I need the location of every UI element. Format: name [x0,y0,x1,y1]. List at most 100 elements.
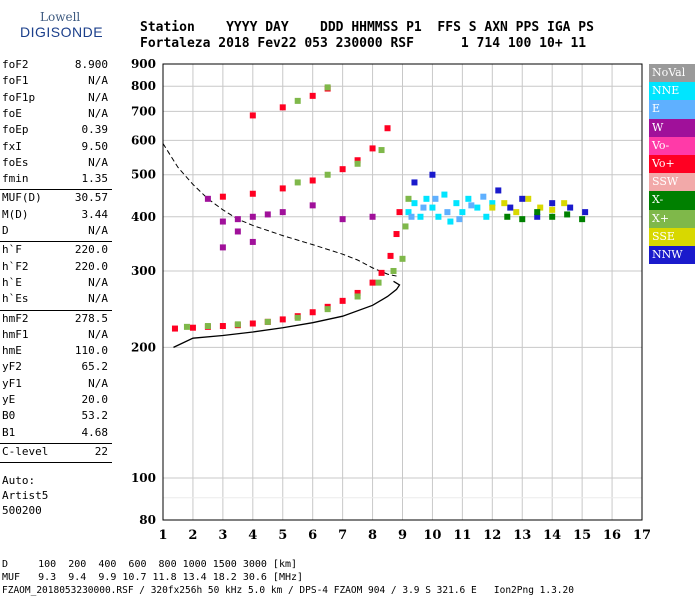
point-sse [525,195,532,202]
x-tick-label: 12 [483,528,501,543]
auto-l1: Auto: [2,474,108,488]
point-nne [483,213,490,220]
point-nnw [507,204,514,211]
param-yf1: yF1 N/A [2,377,108,391]
point-nne [459,209,466,216]
point-w [249,238,256,245]
point-e [480,193,487,200]
param-name: M(D) [2,207,29,221]
point-vo [309,177,316,184]
point-nnw [519,195,526,202]
point-sse [489,204,496,211]
param-name: hmE [2,344,22,358]
point-e [444,209,451,216]
param-value: 22 [94,444,108,458]
param-name: foF2 [2,58,29,71]
point-nne [474,204,481,211]
point-x [390,267,397,274]
param-value: 3.44 [81,207,109,221]
polarization-legend: NoVal NNE E W Vo- Vo+ SSW X- X+ SSE NNW [649,64,695,265]
point-x [294,97,301,104]
point-nne [465,195,472,202]
x-tick-label: 6 [308,528,317,543]
y-tick-label: 80 [139,513,156,527]
point-w [234,228,241,235]
param-ye: yE 20.0 [2,393,108,407]
param-separator [0,442,112,444]
param-name: foF1 [2,74,29,88]
param-name: yF1 [2,376,22,390]
point-x [354,160,361,167]
y-tick-label: 500 [131,168,156,182]
param-name: foF1p [2,90,36,104]
point-x [324,306,331,313]
point-vo [309,309,316,316]
param-fof2: foF2 8.900 [2,58,108,72]
param-value: 110.0 [74,344,108,358]
legend-sse-entry: SSE [649,227,695,246]
auto-text: Artist5 [2,489,49,503]
param-value: 278.5 [74,311,108,325]
param-name: h`E [2,275,22,289]
param-value: N/A [88,155,108,169]
point-w [279,209,286,216]
param-value: N/A [88,224,108,237]
point-w [249,213,256,220]
x-tick-label: 2 [188,528,197,543]
param-name: h`F2 [2,259,29,273]
y-tick-label: 100 [131,471,156,485]
point-sse [501,200,508,207]
y-tick-label: 900 [131,57,156,71]
point-x [234,321,241,328]
param-name: h`Es [2,292,29,306]
plot-frame [162,63,643,521]
point-e [432,195,439,202]
distance-row: D 100 200 400 600 800 1000 1500 3000 [km… [2,559,298,570]
point-vo [387,252,394,259]
point-nne [435,213,442,220]
point-vo [219,193,226,200]
point-sse [537,204,544,211]
point-vo [354,157,361,164]
param-value: N/A [88,275,108,289]
legend-ssw-entry: SSW [649,173,695,192]
digisonde-logo: Lowell DIGISONDE [8,8,128,52]
logo-line1: Lowell [40,10,81,24]
param-value: 53.2 [81,409,109,423]
point-vo [279,104,286,111]
point-vo [369,145,376,152]
legend-x-entry: X- [649,191,695,210]
param-hme: hmE 110.0 [2,344,108,358]
point-x [183,323,190,330]
station-header: Station YYYY DAY DDD HHMMSS P1 FFS S AXN… [140,20,594,52]
point-nne [417,213,424,220]
x-tick-label: 13 [513,528,531,543]
x-tick-label: 5 [278,528,287,543]
point-x [294,179,301,186]
param-fof1p: foF1p N/A [2,91,108,105]
param-name: yF2 [2,360,22,374]
point-nne [441,191,448,198]
param-name: fmin [2,172,29,186]
param-d: D N/A [2,224,108,238]
point-nne [423,195,430,202]
param-mufd: MUF(D) 30.57 [2,191,108,205]
point-x [378,147,385,154]
x-tick-label: 1 [158,528,167,543]
point-nnw [582,209,589,216]
param-value: 220.0 [74,243,108,257]
point-vo [369,279,376,286]
legend-vo-entry: Vo+ [649,154,695,174]
x-tick-label: 16 [603,528,621,543]
point-w [219,218,226,225]
logo-line2: DIGISONDE [20,24,104,40]
point-w [309,202,316,209]
point-vo [354,289,361,296]
point-vo [396,209,403,216]
auto-l2: Artist5 [2,489,108,503]
param-value: N/A [88,376,108,390]
muf-row: MUF 9.3 9.4 9.9 10.7 11.8 13.4 18.2 30.6… [2,572,304,583]
param-hes: h`Es N/A [2,292,108,306]
header-row2: Fortaleza 2018 Fev22 053 230000 RSF 1 71… [140,36,587,51]
